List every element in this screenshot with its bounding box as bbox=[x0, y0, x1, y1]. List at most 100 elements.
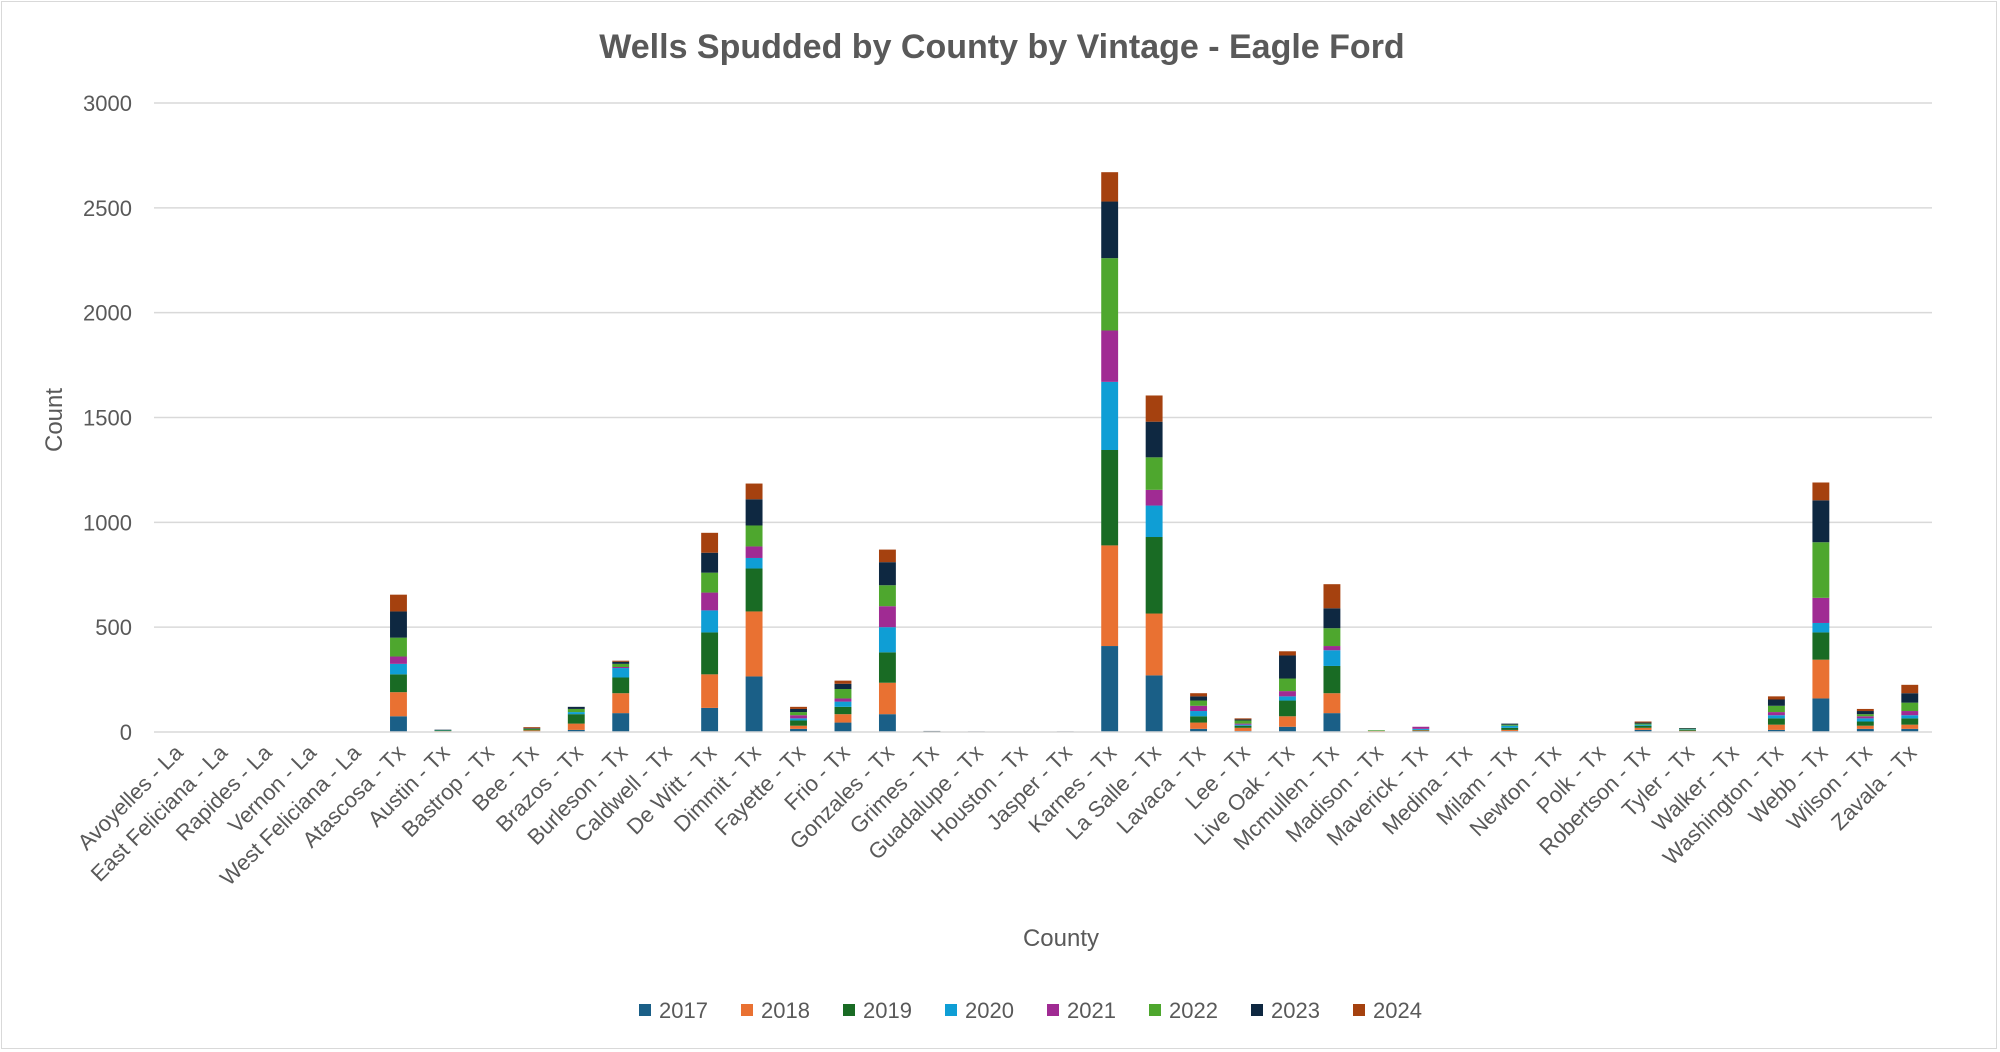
bar-segment bbox=[1856, 728, 1874, 732]
legend-swatch bbox=[1251, 1004, 1263, 1016]
bar-segment bbox=[1234, 718, 1252, 720]
bar-segment bbox=[701, 632, 719, 675]
bar-segment bbox=[1679, 729, 1696, 730]
bar-segment bbox=[1634, 729, 1652, 732]
bar-segment bbox=[1279, 716, 1296, 727]
bar-segment bbox=[878, 652, 896, 683]
bar-segment bbox=[1679, 729, 1696, 731]
bar-segment bbox=[701, 552, 719, 573]
bar-segment bbox=[790, 706, 807, 709]
bar-segment bbox=[1145, 505, 1163, 538]
bar-segment bbox=[390, 716, 407, 732]
legend-label: 2023 bbox=[1271, 998, 1320, 1023]
bar-segment bbox=[790, 712, 807, 716]
legend-swatch bbox=[1047, 1004, 1059, 1016]
y-tick-label: 2500 bbox=[83, 196, 132, 221]
bar-segment bbox=[834, 698, 852, 702]
bar-segment bbox=[1279, 726, 1296, 732]
bar-segment bbox=[1279, 651, 1296, 656]
bar-segment bbox=[701, 532, 719, 553]
bar-segment bbox=[701, 592, 719, 611]
bar-segment bbox=[612, 663, 630, 668]
bar-segment bbox=[1679, 728, 1696, 729]
y-tick-label: 3000 bbox=[83, 91, 132, 116]
bar-segment bbox=[1323, 693, 1341, 714]
bar-segment bbox=[701, 674, 719, 708]
bar-segment bbox=[834, 701, 852, 707]
bar-segment bbox=[1101, 172, 1119, 202]
bar-segment bbox=[434, 730, 452, 731]
bar-segment bbox=[1323, 608, 1341, 629]
bar-segment bbox=[1145, 675, 1163, 732]
bar-segment bbox=[1323, 665, 1341, 694]
bar-segment bbox=[1812, 622, 1830, 633]
legend-label: 2021 bbox=[1067, 998, 1116, 1023]
bar-segment bbox=[1279, 678, 1296, 692]
bar-segment bbox=[1279, 691, 1296, 697]
bar-segment bbox=[1812, 500, 1830, 543]
bar-segment bbox=[701, 572, 719, 593]
legend-label: 2017 bbox=[659, 998, 708, 1023]
bar-segment bbox=[834, 722, 852, 732]
bar-segment bbox=[1145, 613, 1163, 676]
bar-segment bbox=[1190, 705, 1208, 712]
bar-segment bbox=[1412, 726, 1430, 729]
bar-segment bbox=[567, 712, 585, 715]
bar-segment bbox=[1901, 718, 1919, 725]
bar-segment bbox=[1856, 718, 1874, 722]
y-axis-ticks: 0 500 1000 1500 2000 2500 3000 bbox=[83, 91, 132, 745]
bar-segment bbox=[390, 611, 407, 638]
legend-label: 2018 bbox=[761, 998, 810, 1023]
bar-segment bbox=[790, 718, 807, 721]
bar-segment bbox=[1145, 457, 1163, 490]
bar-segment bbox=[1145, 421, 1163, 458]
bar-segment bbox=[390, 594, 407, 612]
bar-segment bbox=[745, 483, 763, 500]
bar-segment bbox=[834, 680, 852, 684]
legend-label: 2019 bbox=[863, 998, 912, 1023]
bar-segment bbox=[1812, 597, 1830, 623]
bar-segment bbox=[745, 676, 763, 732]
bar-segment bbox=[1812, 632, 1830, 660]
bar-segment bbox=[567, 706, 585, 709]
bar-segment bbox=[1679, 730, 1696, 732]
bar-segment bbox=[1501, 727, 1519, 730]
bar-segment bbox=[790, 708, 807, 713]
bar-segment bbox=[1901, 728, 1919, 732]
bar-segment bbox=[1901, 724, 1919, 729]
bar-segment bbox=[878, 714, 896, 732]
bar-segment bbox=[1767, 699, 1785, 706]
gridlines bbox=[154, 102, 1932, 628]
bar-segment bbox=[1101, 201, 1119, 259]
bar-segment bbox=[567, 708, 585, 713]
legend: 2017 2018 2019 2020 2021 2022 2023 2024 bbox=[639, 998, 1422, 1023]
legend-swatch bbox=[1353, 1004, 1365, 1016]
bar-segment bbox=[612, 660, 630, 662]
bar-segment bbox=[523, 727, 541, 729]
bar-segment bbox=[1856, 708, 1874, 712]
bar-segment bbox=[878, 682, 896, 715]
bar-segment bbox=[701, 707, 719, 732]
bar-segment bbox=[745, 499, 763, 526]
bar-segment bbox=[612, 667, 630, 669]
bar-segment bbox=[1101, 330, 1119, 382]
bar-segment bbox=[1767, 712, 1785, 716]
bar-segment bbox=[390, 692, 407, 717]
y-tick-label: 1500 bbox=[83, 406, 132, 431]
legend-label: 2020 bbox=[965, 998, 1014, 1023]
legend-swatch bbox=[741, 1004, 753, 1016]
bar-segment bbox=[878, 549, 896, 563]
bar-segment bbox=[790, 728, 807, 732]
bar-segment bbox=[1634, 721, 1652, 723]
bar-segment bbox=[523, 730, 541, 732]
bar-segment bbox=[1501, 725, 1519, 728]
bar-segment bbox=[612, 713, 630, 732]
bar-segment bbox=[1812, 698, 1830, 732]
bar-segment bbox=[1767, 696, 1785, 700]
bar-segment bbox=[1634, 724, 1652, 726]
bar-segment bbox=[612, 677, 630, 694]
legend-swatch bbox=[1149, 1004, 1161, 1016]
bar-segment bbox=[1501, 723, 1519, 725]
bar-segment bbox=[390, 637, 407, 657]
